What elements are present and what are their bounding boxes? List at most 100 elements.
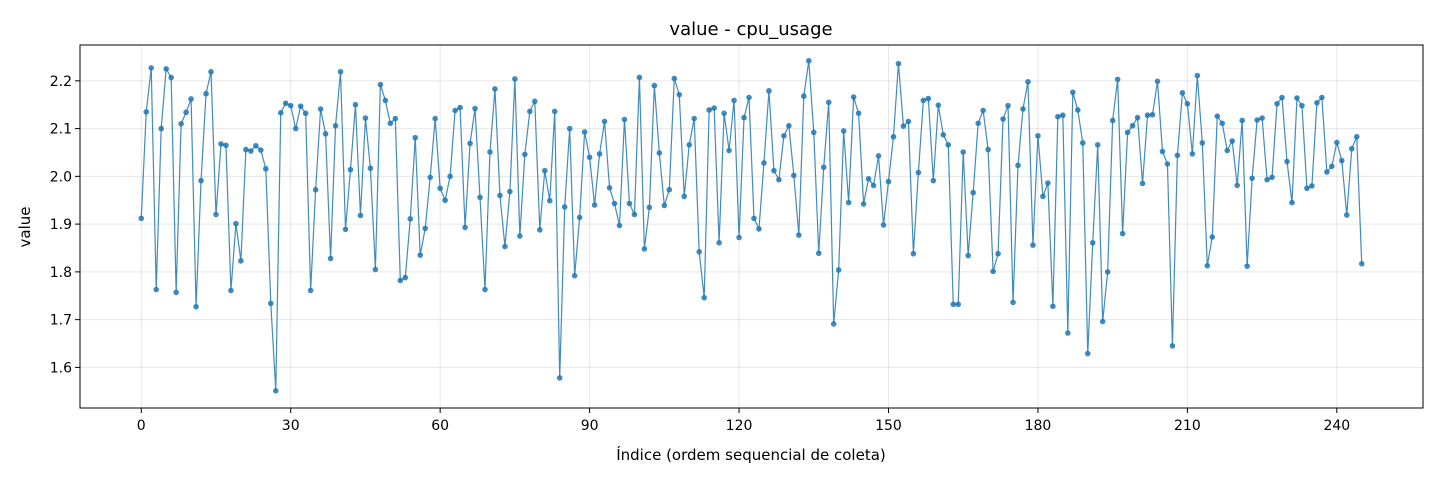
- data-point: [1139, 180, 1146, 187]
- data-point: [1353, 133, 1360, 140]
- data-point: [233, 220, 239, 227]
- y-tick-label: 2.0: [50, 169, 72, 185]
- data-point: [995, 250, 1001, 257]
- data-point: [317, 106, 324, 112]
- data-point: [661, 202, 668, 209]
- x-tick-label: 30: [282, 418, 300, 434]
- data-point: [860, 201, 867, 207]
- data-point: [1050, 303, 1056, 310]
- data-point: [1314, 99, 1320, 106]
- data-point: [507, 188, 513, 195]
- y-tick-label: 1.6: [50, 360, 72, 376]
- data-point: [756, 226, 762, 232]
- x-tick-label: 120: [726, 418, 753, 434]
- data-point: [208, 68, 214, 75]
- data-point: [791, 172, 797, 179]
- data-point: [238, 258, 244, 264]
- data-point: [467, 140, 473, 147]
- data-point: [621, 116, 628, 123]
- data-point: [641, 246, 648, 252]
- data-point: [1144, 112, 1151, 119]
- data-point: [417, 252, 424, 258]
- data-point: [267, 300, 274, 307]
- data-point: [825, 99, 832, 106]
- data-point: [297, 103, 304, 109]
- data-point: [576, 214, 583, 221]
- data-point: [571, 272, 578, 279]
- y-tick-label: 1.9: [50, 217, 72, 233]
- data-point: [277, 110, 284, 116]
- data-point: [263, 165, 269, 172]
- data-point: [337, 68, 344, 75]
- data-point: [352, 101, 359, 108]
- data-point: [1010, 299, 1016, 306]
- data-point: [1189, 151, 1196, 157]
- data-point: [1164, 161, 1171, 167]
- x-tick-label: 0: [137, 418, 146, 434]
- data-point: [1089, 239, 1096, 246]
- data-point: [442, 197, 448, 204]
- data-point: [492, 86, 498, 92]
- data-point: [1194, 72, 1201, 79]
- data-point: [781, 132, 787, 139]
- data-point: [1070, 89, 1076, 96]
- data-point: [178, 121, 184, 127]
- data-point: [282, 100, 289, 107]
- data-point: [497, 192, 503, 199]
- data-point: [551, 108, 558, 115]
- data-point: [1229, 138, 1236, 144]
- data-point: [701, 294, 707, 301]
- data-point: [407, 216, 414, 222]
- data-point: [153, 286, 160, 293]
- data-point: [457, 104, 463, 111]
- data-point: [1025, 78, 1031, 85]
- data-point: [1134, 114, 1141, 121]
- data-point: [1119, 230, 1126, 237]
- data-point: [1329, 163, 1335, 170]
- data-point: [1040, 193, 1046, 200]
- data-point: [347, 166, 354, 173]
- data-point: [1284, 158, 1290, 165]
- data-point: [691, 115, 698, 122]
- data-point: [1209, 234, 1216, 240]
- data-point: [1035, 132, 1041, 139]
- data-point: [1179, 89, 1186, 96]
- grid-layer: [80, 45, 1423, 408]
- data-point: [935, 102, 942, 108]
- data-point: [1114, 76, 1121, 83]
- data-point: [910, 250, 917, 257]
- data-point: [287, 102, 294, 109]
- data-point: [367, 165, 374, 172]
- data-point: [1294, 95, 1300, 101]
- data-point: [1084, 350, 1091, 357]
- data-point: [1249, 175, 1255, 182]
- data-point: [198, 177, 204, 184]
- data-point: [1079, 140, 1086, 146]
- data-point: [726, 147, 732, 154]
- data-point: [805, 57, 812, 64]
- data-point: [302, 110, 309, 117]
- data-point: [845, 199, 852, 206]
- data-point: [801, 93, 807, 99]
- data-point: [382, 97, 389, 104]
- data-point: [711, 105, 717, 111]
- data-point: [1005, 102, 1011, 109]
- data-point: [736, 234, 742, 241]
- data-point: [487, 149, 493, 155]
- data-point: [168, 74, 174, 81]
- data-point: [920, 97, 927, 104]
- data-point: [905, 118, 912, 125]
- data-point: [327, 255, 334, 262]
- series-layer: [138, 57, 1365, 394]
- data-point: [203, 90, 209, 97]
- data-point: [502, 243, 508, 250]
- data-point: [402, 274, 409, 281]
- data-point: [193, 303, 199, 310]
- data-point: [1234, 182, 1240, 189]
- data-point: [646, 204, 653, 211]
- data-point: [606, 185, 613, 191]
- data-point: [651, 82, 658, 89]
- data-point: [1309, 183, 1315, 189]
- data-point: [796, 232, 802, 238]
- data-point: [1104, 269, 1111, 275]
